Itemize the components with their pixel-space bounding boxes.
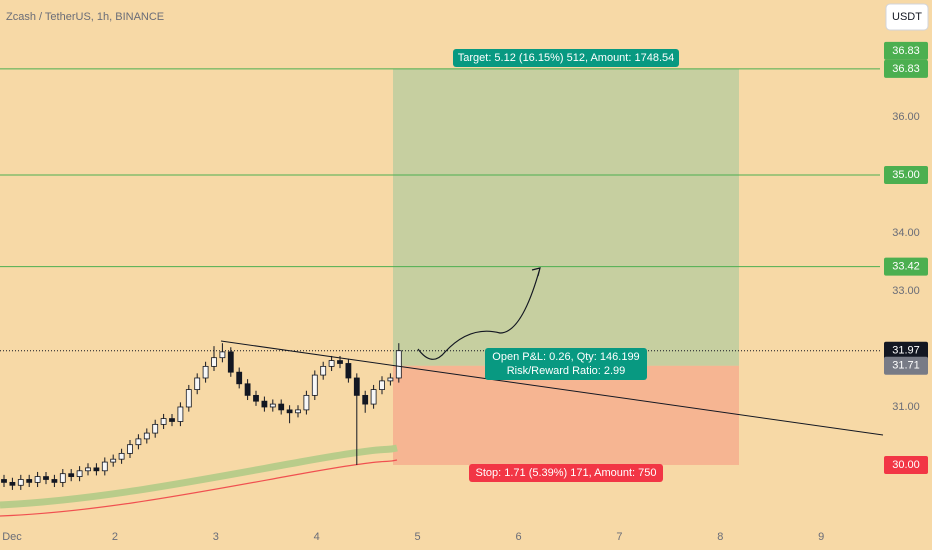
candle-body (236, 371, 243, 385)
candle-body (311, 374, 318, 396)
candle-body (286, 409, 293, 414)
candle-body (152, 423, 159, 434)
candle-body (253, 394, 259, 402)
price-label-bg (884, 356, 928, 375)
candle-body (34, 476, 41, 483)
x-tick-label: 6 (515, 531, 521, 543)
y-tick-label: 31.00 (892, 401, 920, 413)
price-label: 31.97 (892, 345, 920, 357)
position-label: Risk/Reward Ratio: 2.99 (507, 365, 626, 377)
candle-body (387, 377, 394, 382)
candle-body (303, 394, 310, 411)
price-label-bg (884, 257, 928, 276)
candle-body (185, 389, 192, 408)
projection-arrow (417, 267, 541, 360)
candle-body (353, 377, 360, 396)
candle-body (68, 473, 75, 477)
candle-body (127, 444, 133, 454)
price-label-bg (884, 341, 928, 360)
candle-body (118, 452, 125, 460)
candle-body (143, 432, 150, 440)
x-tick-label: 4 (314, 531, 320, 543)
candle-body (85, 467, 91, 472)
y-tick-label: 34.00 (892, 227, 920, 239)
y-tick-label: 36.00 (892, 111, 920, 123)
candle-body (395, 350, 402, 379)
x-tick-label: 2 (112, 531, 118, 543)
price-label: 33.42 (892, 261, 920, 273)
candle-body (194, 377, 201, 390)
candle-body (320, 365, 327, 376)
x-tick-label: Dec (2, 531, 22, 543)
candle-body (219, 351, 226, 359)
price-label-bg (884, 59, 928, 78)
price-label-bg (884, 41, 928, 60)
candle-body (345, 363, 352, 379)
symbol-title: Zcash / TetherUS, 1h, BINANCE (6, 11, 164, 23)
price-label: 35.00 (892, 169, 920, 181)
position-label: Stop: 1.71 (5.39%) 171, Amount: 750 (475, 467, 656, 479)
candle-body (59, 473, 66, 483)
target-zone (393, 68, 739, 366)
candle-body (328, 360, 335, 367)
currency-button[interactable] (885, 3, 929, 31)
candle-body (169, 418, 175, 422)
candle-body (261, 400, 268, 408)
candle-body (110, 458, 117, 463)
position-label: Open P&L: 0.26, Qty: 146.199 (492, 351, 639, 363)
candle-body (202, 365, 209, 379)
price-label: 36.83 (892, 63, 920, 75)
x-tick-label: 8 (717, 531, 723, 543)
price-label: 31.71 (892, 360, 920, 372)
price-label-bg (884, 455, 928, 474)
position-label: Target: 5.12 (16.15%) 512, Amount: 1748.… (458, 52, 674, 64)
candle-body (269, 403, 276, 408)
position-label-bg (485, 348, 647, 380)
candle-body (244, 383, 251, 396)
y-tick-label: 33.00 (892, 285, 920, 297)
price-label-bg (884, 165, 928, 184)
candle-body (26, 479, 33, 483)
candle-body (101, 461, 108, 472)
candle-body (379, 380, 385, 390)
x-tick-label: 7 (616, 531, 622, 543)
candle-body (211, 357, 217, 367)
candle-body (9, 481, 16, 486)
candle-body (43, 476, 49, 480)
candle-body (76, 470, 83, 477)
candle-body (17, 479, 24, 486)
candle-body (337, 360, 343, 364)
position-label-bg (469, 464, 663, 482)
candle-body (1, 479, 7, 483)
candle-body (93, 467, 100, 472)
x-tick-label: 3 (213, 531, 219, 543)
candle-body (295, 409, 301, 414)
candle-body (278, 403, 285, 411)
currency-button-label[interactable]: USDT (892, 11, 922, 23)
candle-body (160, 418, 167, 425)
ma-line (0, 459, 398, 517)
trend-line (220, 340, 884, 436)
x-tick-label: 9 (818, 531, 824, 543)
ma-band (0, 444, 398, 509)
price-label: 36.83 (892, 45, 920, 57)
stop-zone (393, 365, 739, 465)
position-label-bg (453, 49, 679, 67)
candle-body (362, 394, 369, 405)
candle-body (370, 389, 377, 405)
candle-body (135, 438, 142, 446)
candle-body (51, 479, 58, 483)
x-tick-label: 5 (415, 531, 421, 543)
price-label: 30.00 (892, 459, 920, 471)
candle-body (227, 351, 234, 373)
candle-body (177, 406, 184, 422)
